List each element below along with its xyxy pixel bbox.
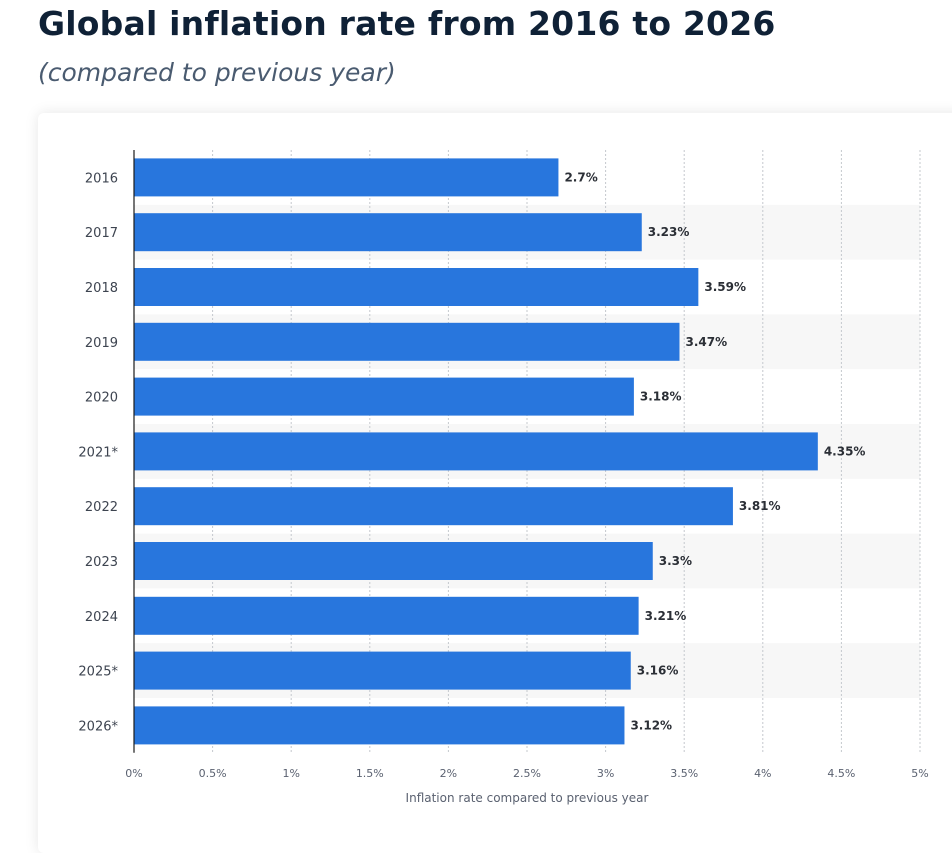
x-tick-label: 1.5% [356, 767, 384, 780]
value-label: 3.81% [739, 499, 781, 513]
bar [134, 377, 634, 416]
x-tick-label: 3% [597, 767, 614, 780]
value-label: 3.47% [685, 335, 727, 349]
y-tick-label: 2022 [85, 500, 118, 515]
y-tick-label: 2026* [78, 719, 118, 734]
y-tick-label: 2021* [78, 445, 118, 460]
value-label: 3.12% [630, 718, 672, 732]
bar [134, 487, 733, 526]
bar [134, 596, 639, 635]
y-tick-label: 2019 [85, 336, 118, 351]
value-label: 2.7% [564, 170, 597, 184]
x-tick-label: 0.5% [199, 767, 227, 780]
y-tick-label: 2025* [78, 665, 118, 680]
x-axis-label: Inflation rate compared to previous year [406, 791, 649, 805]
value-label: 4.35% [824, 444, 866, 458]
bar [134, 268, 699, 306]
bar-chart: 2.7% 3.23% 3.59% 3.47% 3.18% 4.35% 3.81% 3.3% 3.… [78, 150, 929, 805]
value-label: 3.21% [645, 609, 687, 623]
y-tick-label: 2020 [85, 391, 118, 406]
x-tick-label: 2% [440, 767, 457, 780]
chart-subtitle: (compared to previous year) [38, 58, 396, 87]
x-tick-label: 3.5% [670, 767, 698, 780]
value-labels: 2.7% 3.23% 3.59% 3.47% 3.18% 4.35% 3.81% 3.3% 3.… [564, 170, 865, 732]
bar [134, 651, 631, 690]
x-tick-label: 4.5% [827, 767, 855, 780]
bar [134, 213, 642, 252]
value-label: 3.23% [648, 225, 690, 239]
value-label: 3.3% [659, 554, 692, 568]
value-label: 3.16% [637, 664, 679, 678]
x-tick-labels: 0% 0.5% 1% 1.5% 2% 2.5% 3% 3.5% 4% 4.5% 5% [125, 767, 928, 780]
x-tick-label: 0% [125, 767, 142, 780]
bar [134, 542, 653, 580]
x-tick-label: 5% [911, 767, 928, 780]
value-label: 3.18% [640, 390, 682, 404]
bar [134, 158, 559, 197]
x-tick-label: 4% [754, 767, 771, 780]
page: Global inflation rate from 2016 to 2026 … [38, 4, 929, 805]
bar [134, 322, 680, 361]
y-tick-label: 2023 [85, 555, 118, 570]
x-tick-label: 2.5% [513, 767, 541, 780]
y-tick-label: 2017 [85, 226, 118, 241]
y-tick-label: 2018 [85, 281, 118, 296]
x-tick-label: 1% [282, 767, 299, 780]
y-tick-labels: 2016 2017 2018 2019 2020 2021* 2022 2023 2024 202… [78, 171, 118, 734]
y-tick-label: 2016 [85, 171, 118, 186]
bar [134, 432, 818, 471]
y-tick-label: 2024 [85, 610, 118, 625]
bar [134, 706, 625, 745]
chart-title: Global inflation rate from 2016 to 2026 [38, 4, 776, 43]
bars [134, 158, 818, 745]
value-label: 3.59% [704, 280, 746, 294]
